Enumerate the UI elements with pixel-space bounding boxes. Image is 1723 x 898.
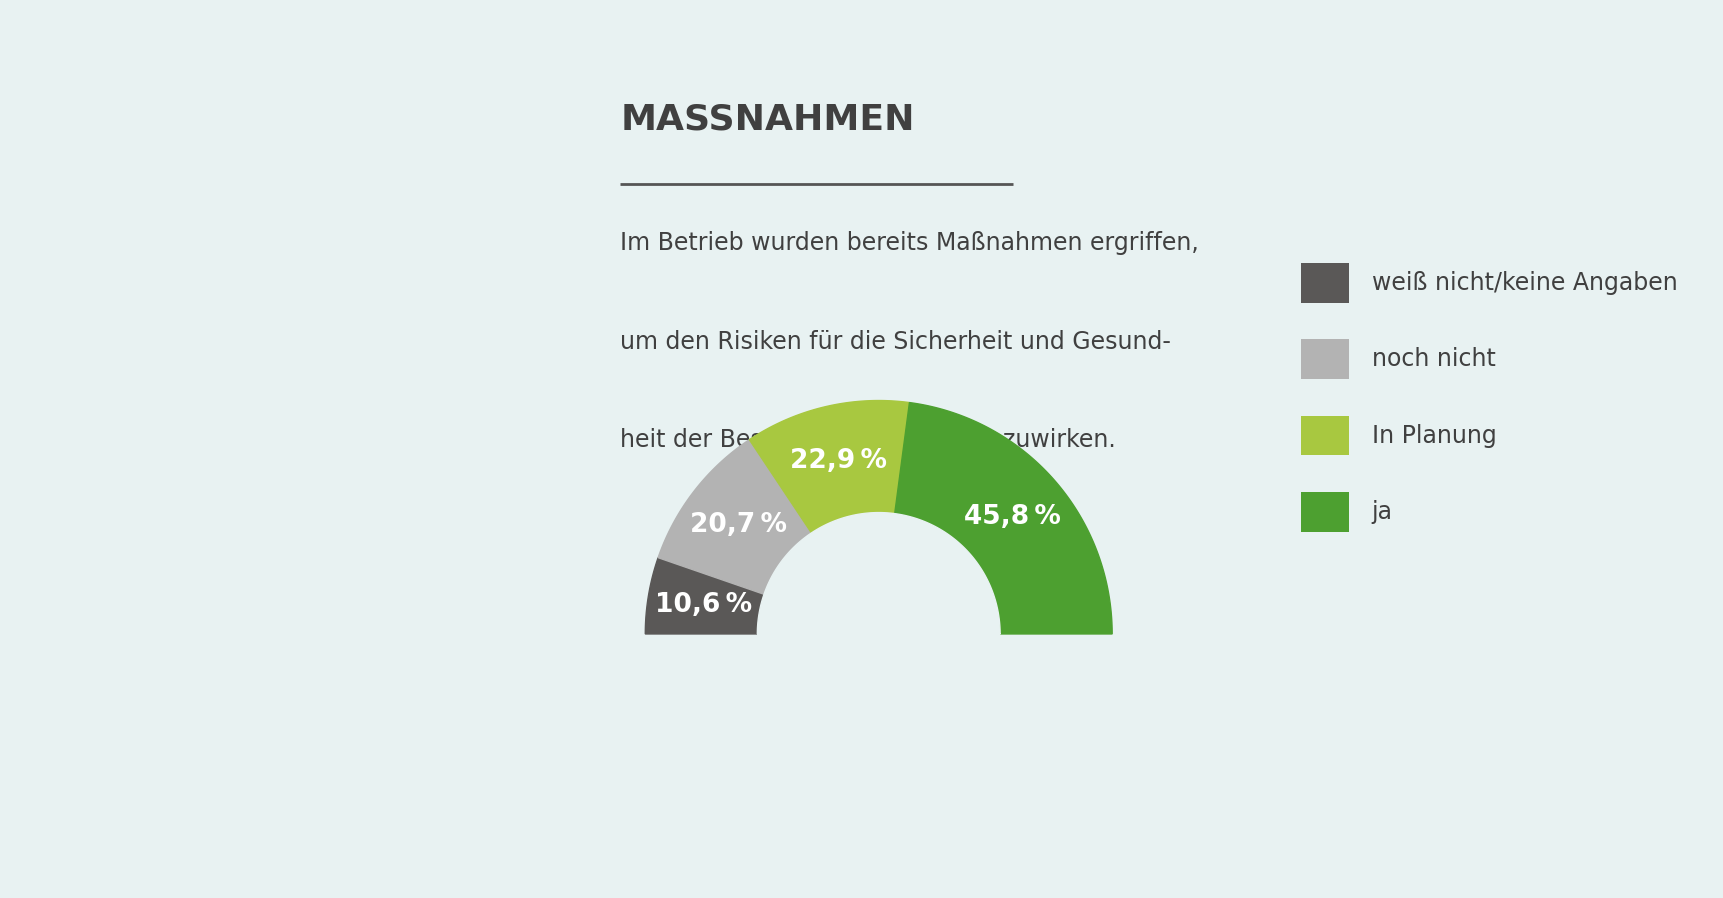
Text: weiß nicht/keine Angaben: weiß nicht/keine Angaben xyxy=(1372,271,1676,295)
Bar xyxy=(1301,492,1349,532)
Polygon shape xyxy=(894,402,1111,634)
Text: ja: ja xyxy=(1372,500,1392,524)
Text: um den Risiken für die Sicherheit und Gesund-: um den Risiken für die Sicherheit und Ge… xyxy=(620,330,1172,354)
Text: Im Betrieb wurden bereits Maßnahmen ergriffen,: Im Betrieb wurden bereits Maßnahmen ergr… xyxy=(620,231,1199,255)
Polygon shape xyxy=(758,513,999,634)
Text: MASSNAHMEN: MASSNAHMEN xyxy=(620,102,915,136)
Polygon shape xyxy=(646,558,763,634)
Text: In Planung: In Planung xyxy=(1372,424,1496,447)
Bar xyxy=(1301,263,1349,303)
Text: 45,8 %: 45,8 % xyxy=(963,504,1061,530)
Text: heit der Beschäftigten entgegenzuwirken.: heit der Beschäftigten entgegenzuwirken. xyxy=(620,428,1117,453)
Polygon shape xyxy=(658,440,812,594)
Text: 20,7 %: 20,7 % xyxy=(689,513,787,539)
Polygon shape xyxy=(750,401,910,533)
Bar xyxy=(1301,339,1349,379)
Text: 22,9 %: 22,9 % xyxy=(791,448,887,474)
Bar xyxy=(1301,416,1349,455)
Text: noch nicht: noch nicht xyxy=(1372,348,1496,371)
Text: 10,6 %: 10,6 % xyxy=(655,592,753,618)
